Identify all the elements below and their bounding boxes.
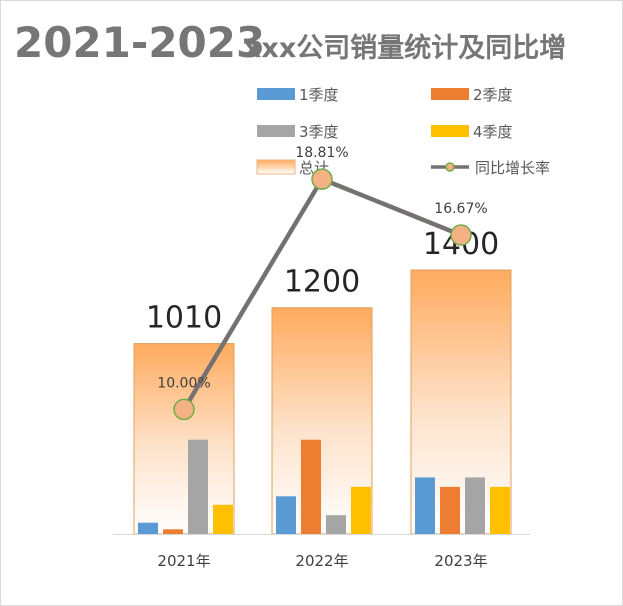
quarter-bar — [440, 486, 460, 534]
quarter-bar — [351, 486, 371, 534]
quarter-bar — [188, 439, 208, 534]
legend-label-q4: 4季度 — [473, 123, 513, 141]
x-tick-label: 2021年 — [157, 552, 210, 570]
yoy-point — [173, 398, 195, 421]
quarter-bar — [465, 477, 485, 534]
quarter-bar — [276, 496, 296, 534]
chart-title-main: 2021-2023 — [14, 18, 265, 67]
quarter-bar — [415, 477, 435, 534]
legend: 1季度 2季度 3季度 4季度 总计 同比增长率 — [256, 86, 550, 177]
legend-label-q3: 3季度 — [299, 123, 339, 141]
plot-area: 1010120014002021年2022年2023年10.00%18.81%1… — [113, 145, 530, 570]
legend-label-yoy: 同比增长率 — [475, 159, 550, 177]
yoy-data-label: 16.67% — [434, 201, 487, 217]
yoy-point — [311, 168, 333, 190]
x-tick-label: 2022年 — [295, 552, 348, 570]
x-tick-label: 2023年 — [434, 552, 487, 570]
quarter-bar — [138, 522, 158, 534]
legend-swatch-total — [256, 159, 296, 175]
legend-swatch-q4 — [431, 125, 469, 137]
quarter-bar — [213, 504, 233, 534]
legend-label-q2: 2季度 — [473, 86, 513, 104]
total-label: 1200 — [284, 265, 360, 300]
legend-swatch-q3 — [257, 125, 295, 137]
yoy-data-label: 18.81% — [295, 145, 348, 161]
quarter-bar — [301, 439, 321, 534]
legend-swatch-yoy-marker — [445, 162, 455, 172]
yoy-point — [450, 224, 472, 246]
legend-swatch-q2 — [431, 88, 469, 100]
quarter-bar — [163, 529, 183, 534]
legend-label-q1: 1季度 — [299, 86, 339, 104]
quarter-bar — [490, 486, 510, 534]
chart-title-sub: xxx公司销量统计及同比增 — [244, 32, 566, 64]
yoy-data-label: 10.00% — [157, 375, 210, 391]
quarter-bar — [326, 515, 346, 534]
total-label: 1010 — [146, 301, 222, 336]
legend-swatch-q1 — [257, 88, 295, 100]
